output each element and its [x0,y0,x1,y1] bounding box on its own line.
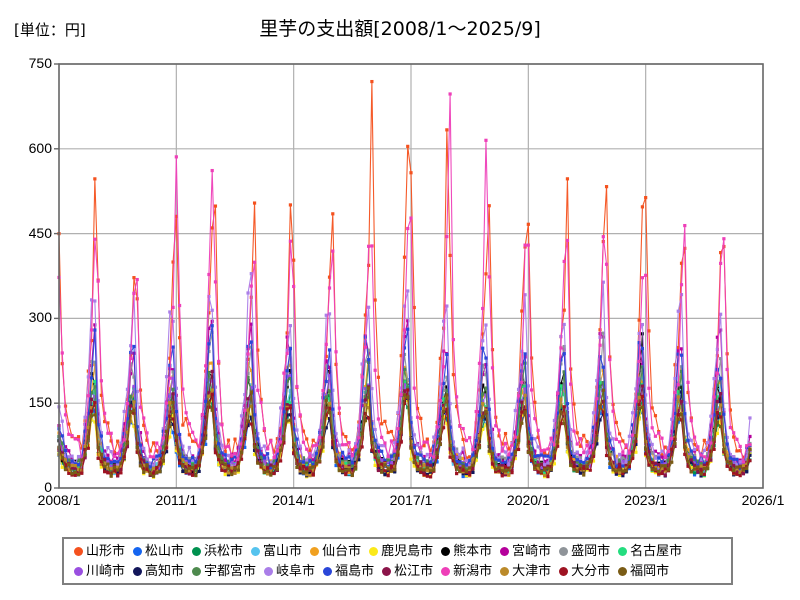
legend-item[interactable]: 福岡市 [618,565,669,578]
legend-color-swatch-icon [618,566,628,576]
x-tick-label: 2011/1 [155,492,198,508]
legend-item[interactable]: 名古屋市 [618,545,682,558]
series-lines [57,79,752,479]
legend-row-1: 山形市 松山市 浜松市 富山市 仙台市 鹿児島市 熊本市 宮崎市 盛岡市 名古屋市 [68,541,727,561]
legend-item[interactable]: 川崎市 [74,565,125,578]
legend-row-2: 川崎市 高知市 宇都宮市 岐阜市 福島市 松江市 新潟市 大津市 大分市 福岡市 [68,561,727,581]
legend-color-swatch-icon [559,546,569,556]
legend-item[interactable]: 鹿児島市 [369,545,433,558]
legend-color-swatch-icon [382,566,392,576]
legend-color-swatch-icon [369,546,379,556]
legend: 山形市 松山市 浜松市 富山市 仙台市 鹿児島市 熊本市 宮崎市 盛岡市 名古屋市 川崎市 高知市 宇… [62,537,733,585]
unit-label: [単位：円] [14,21,86,39]
legend-item-label: 川崎市 [86,563,126,579]
legend-item[interactable]: 仙台市 [310,545,361,558]
legend-color-swatch-icon [323,566,333,576]
legend-item[interactable]: 山形市 [74,545,125,558]
legend-item[interactable]: 宇都宮市 [192,565,256,578]
x-tick-label: 2020/1 [506,492,550,508]
y-tick-label: 300 [28,309,52,326]
legend-color-swatch-icon [441,546,451,556]
legend-item[interactable]: 大分市 [559,565,610,578]
legend-item-label: 熊本市 [453,543,493,559]
legend-color-swatch-icon [192,546,202,556]
y-tick-label: 750 [28,55,52,71]
legend-item-label: 山形市 [86,543,126,559]
legend-color-swatch-icon [310,546,320,556]
x-tick-label: 2017/1 [389,492,433,508]
legend-color-swatch-icon [74,566,83,576]
legend-item-label: 富山市 [263,543,303,559]
legend-item-label: 大津市 [512,563,552,579]
legend-color-swatch-icon [500,566,510,576]
legend-color-swatch-icon [192,566,202,576]
legend-item[interactable]: 高知市 [133,565,184,578]
legend-item-label: 宮崎市 [512,543,552,559]
legend-item[interactable]: 福島市 [323,565,374,578]
legend-item-label: 新潟市 [453,563,493,579]
legend-item-label: 仙台市 [322,543,362,559]
legend-item-label: 福島市 [335,563,375,579]
legend-item-label: 鹿児島市 [381,543,434,559]
legend-item-label: 名古屋市 [630,543,683,559]
legend-item-label: 松江市 [394,563,434,579]
legend-item[interactable]: 新潟市 [441,565,492,578]
legend-item[interactable]: 盛岡市 [559,545,610,558]
y-tick-label: 0 [44,479,52,495]
legend-color-swatch-icon [441,566,451,576]
legend-color-swatch-icon [133,566,143,576]
x-tick-label: 2008/1 [37,492,81,508]
legend-item-label: 高知市 [145,563,185,579]
legend-color-swatch-icon [251,546,261,556]
legend-item-label: 浜松市 [204,543,244,559]
legend-item-label: 盛岡市 [571,543,611,559]
legend-item-label: 大分市 [571,563,611,579]
legend-item[interactable]: 岐阜市 [264,565,315,578]
y-tick-label: 600 [28,139,52,156]
legend-color-swatch-icon [264,566,274,576]
y-tick-label: 450 [28,224,52,241]
legend-item-label: 岐阜市 [276,563,316,579]
legend-item-label: 宇都宮市 [204,563,257,579]
legend-item[interactable]: 熊本市 [441,545,492,558]
legend-item-label: 福岡市 [630,563,670,579]
plot-frame [54,63,764,489]
x-tick-label: 2014/1 [272,492,316,508]
legend-color-swatch-icon [500,546,510,556]
legend-item[interactable]: 浜松市 [192,545,243,558]
legend-item[interactable]: 富山市 [251,545,302,558]
y-tick-label: 150 [28,394,52,411]
x-tick-label: 2026/1 [741,492,785,508]
legend-item[interactable]: 松山市 [133,545,184,558]
legend-color-swatch-icon [74,546,83,556]
legend-item[interactable]: 大津市 [500,565,551,578]
legend-color-swatch-icon [559,566,569,576]
chart-title: 里芋の支出額[2008/1～2025/9] [259,18,541,40]
x-tick-label: 2023/1 [624,492,668,508]
legend-item[interactable]: 宮崎市 [500,545,551,558]
legend-color-swatch-icon [133,546,143,556]
legend-color-swatch-icon [618,546,628,556]
legend-item[interactable]: 松江市 [382,565,433,578]
legend-item-label: 松山市 [145,543,185,559]
